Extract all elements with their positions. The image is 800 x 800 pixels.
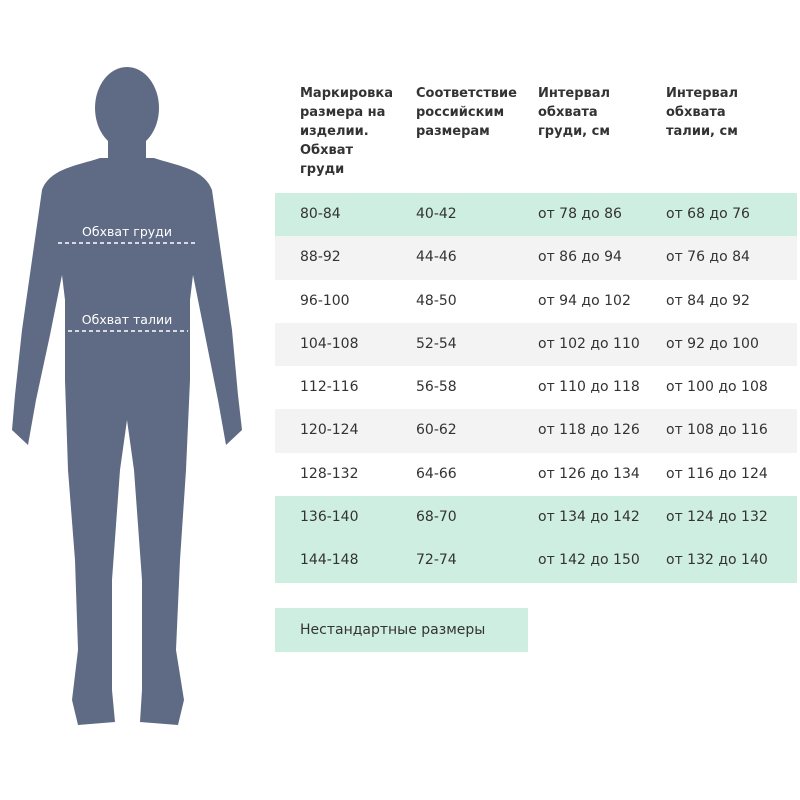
table-cell: от 68 до 76 xyxy=(666,206,750,222)
table-cell: 128-132 xyxy=(300,465,359,482)
table-cell: от 132 до 140 xyxy=(666,552,768,569)
size-table: Маркировка размера на изделии. Обхват гр… xyxy=(275,80,797,583)
table-cell: от 142 до 150 xyxy=(538,552,640,569)
header-cell: Маркировка размера на изделии. Обхват гр… xyxy=(300,86,394,177)
table-cell: от 84 до 92 xyxy=(666,292,750,309)
header-cell: Соответствие российским размерам xyxy=(416,86,517,139)
table-row: 144-148 72-74 от 142 до 150 от 132 до 140 xyxy=(275,539,797,583)
table-row: 104-108 52-54 от 102 до 110 от 92 до 100 xyxy=(275,322,797,367)
table-row: 96-100 48-50 от 94 до 102 от 84 до 92 xyxy=(275,279,797,323)
table-cell: от 116 до 124 xyxy=(666,465,768,482)
table-cell: от 110 до 118 xyxy=(538,379,640,396)
table-cell: 144-148 xyxy=(300,552,359,569)
table-cell: от 134 до 142 xyxy=(538,509,640,526)
table-cell: 72-74 xyxy=(416,552,457,569)
table-cell: от 94 до 102 xyxy=(538,292,631,309)
table-cell: 88-92 xyxy=(300,249,341,266)
table-row: 80-84 40-42 от 78 до 86 от 68 до 76 xyxy=(275,193,797,237)
table-cell: 104-108 xyxy=(300,335,359,352)
table-cell: 80-84 xyxy=(300,206,341,222)
chest-label: Обхват груди xyxy=(82,224,172,239)
table-cell: 136-140 xyxy=(300,509,359,526)
table-cell: 40-42 xyxy=(416,206,457,222)
table-row: 128-132 64-66 от 126 до 134 от 116 до 124 xyxy=(275,452,797,497)
table-cell: от 100 до 108 xyxy=(666,379,768,396)
table-row: 120-124 60-62 от 118 до 126 от 108 до 116 xyxy=(275,409,797,453)
table-cell: от 118 до 126 xyxy=(538,422,640,439)
header-cell: Интервал обхвата груди, см xyxy=(538,86,611,139)
table-row: 112-116 56-58 от 110 до 118 от 100 до 108 xyxy=(275,366,797,410)
table-cell: 112-116 xyxy=(300,379,359,396)
table-cell: 64-66 xyxy=(416,465,457,482)
table-cell: от 108 до 116 xyxy=(666,422,768,439)
table-cell: от 126 до 134 xyxy=(538,465,640,482)
table-cell: от 76 до 84 xyxy=(666,249,750,266)
table-cell: 52-54 xyxy=(416,335,457,352)
table-cell: 60-62 xyxy=(416,422,457,439)
table-cell: от 102 до 110 xyxy=(538,335,640,352)
table-cell: 96-100 xyxy=(300,292,350,309)
table-cell: 56-58 xyxy=(416,379,457,396)
nonstandard-sizes[interactable]: Нестандартные размеры xyxy=(275,608,528,652)
table-cell: 44-46 xyxy=(416,249,457,266)
waist-label: Обхват талии xyxy=(82,312,172,327)
table-cell: 120-124 xyxy=(300,422,359,439)
table-cell: от 86 до 94 xyxy=(538,249,622,266)
table-header: Маркировка размера на изделии. Обхват гр… xyxy=(275,80,797,193)
table-cell: от 124 до 132 xyxy=(666,509,768,526)
table-cell: 48-50 xyxy=(416,292,457,309)
table-cell: от 78 до 86 xyxy=(538,206,622,222)
table-row: 136-140 68-70 от 134 до 142 от 124 до 132 xyxy=(275,496,797,540)
table-cell: от 92 до 100 xyxy=(666,335,759,352)
table-row: 88-92 44-46 от 86 до 94 от 76 до 84 xyxy=(275,236,797,280)
header-cell: Интервал обхвата талии, см xyxy=(666,86,739,139)
silhouette xyxy=(12,67,242,725)
body-figure: Обхват груди Обхват талии xyxy=(12,67,242,725)
table-cell: 68-70 xyxy=(416,509,457,526)
